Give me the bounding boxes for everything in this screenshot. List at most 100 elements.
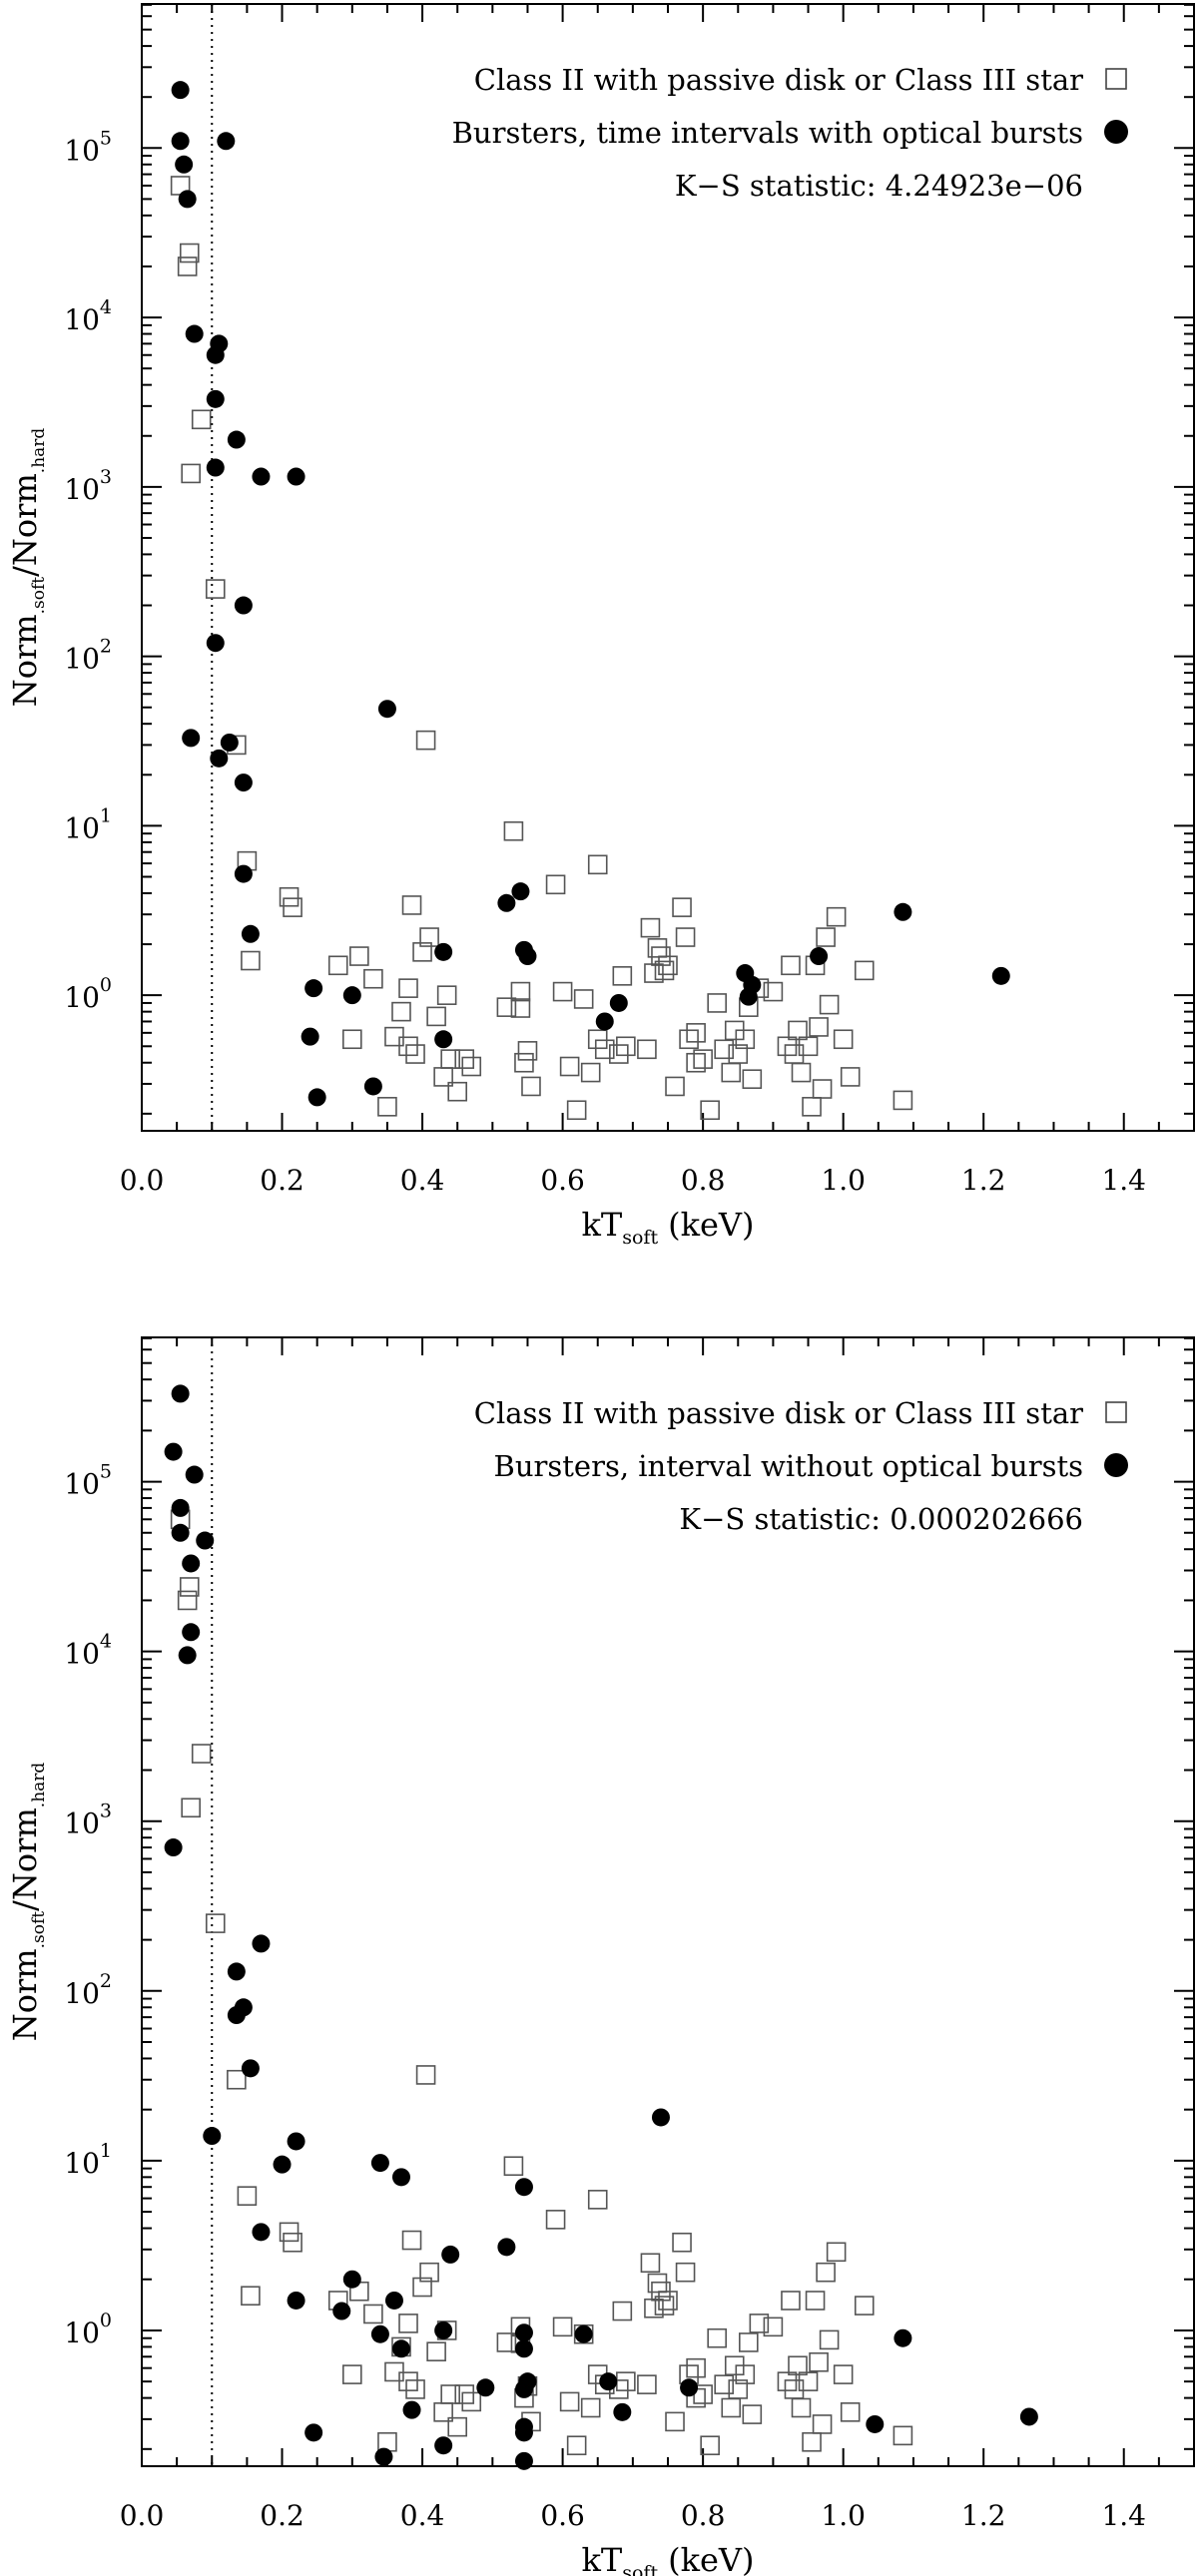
data-point-open-square bbox=[279, 886, 300, 907]
data-point-open-square bbox=[436, 985, 457, 1005]
y-tick-label: 101 bbox=[64, 2140, 112, 2180]
data-point-open-square bbox=[510, 998, 531, 1018]
data-point-open-square bbox=[440, 2384, 460, 2404]
x-tick-label: 1.2 bbox=[961, 1164, 1006, 1197]
data-point-filled-circle bbox=[210, 749, 229, 768]
data-point-open-square bbox=[349, 946, 369, 966]
y-axis-label: Norm.soft/Norm.hard bbox=[6, 1763, 49, 2042]
data-point-open-square bbox=[816, 927, 836, 947]
data-point-filled-circle bbox=[182, 1623, 201, 1642]
data-point-filled-circle bbox=[241, 2059, 260, 2078]
data-point-filled-circle bbox=[206, 458, 225, 477]
data-point-filled-circle bbox=[332, 2302, 351, 2320]
y-tick-label: 105 bbox=[64, 1461, 112, 1501]
data-point-open-square bbox=[777, 1036, 798, 1057]
data-point-filled-circle bbox=[304, 2423, 323, 2442]
data-point-filled-circle bbox=[252, 2223, 271, 2242]
x-axis-label: kTsoft (keV) bbox=[582, 1206, 755, 1249]
data-point-filled-circle bbox=[171, 1498, 190, 1517]
data-point-open-square bbox=[496, 2332, 517, 2352]
data-point-open-square bbox=[401, 2230, 422, 2251]
data-point-open-square bbox=[426, 2341, 446, 2361]
data-point-filled-circle bbox=[185, 324, 204, 343]
data-point-open-square bbox=[461, 2391, 482, 2412]
y-axis-label: Norm.soft/Norm.hard bbox=[6, 428, 49, 708]
data-point-open-square bbox=[640, 2253, 661, 2274]
data-point-open-square bbox=[587, 2190, 608, 2210]
data-point-open-square bbox=[644, 2298, 664, 2318]
data-point-open-square bbox=[566, 2435, 587, 2456]
data-point-filled-circle bbox=[234, 596, 253, 615]
data-point-filled-circle bbox=[434, 2436, 453, 2455]
data-point-filled-circle bbox=[273, 2155, 292, 2174]
data-point-filled-circle bbox=[182, 729, 201, 748]
data-point-open-square bbox=[391, 1001, 411, 1022]
data-point-open-square bbox=[791, 1062, 812, 1083]
data-point-open-square bbox=[580, 1062, 601, 1083]
legend-marker-filled-circle bbox=[1104, 1453, 1128, 1477]
data-point-filled-circle bbox=[227, 430, 246, 449]
data-point-open-square bbox=[461, 1056, 482, 1077]
data-point-open-square bbox=[566, 1100, 587, 1121]
data-point-filled-circle bbox=[252, 467, 271, 486]
scatter-panel-top: 0.0 0.2 0.4 0.6 0.8 1.0 1.2 1.4 100 101 102 103 104 1… bbox=[6, 3, 1195, 1249]
data-point-filled-circle bbox=[234, 773, 253, 792]
data-point-open-square bbox=[377, 1097, 397, 1117]
data-point-open-square bbox=[672, 2232, 692, 2253]
data-point-filled-circle bbox=[300, 1027, 319, 1046]
data-point-filled-circle bbox=[434, 1030, 453, 1049]
data-point-open-square bbox=[616, 2371, 636, 2391]
data-point-filled-circle bbox=[894, 902, 912, 921]
data-point-open-square bbox=[854, 960, 875, 981]
data-point-open-square bbox=[191, 1744, 212, 1764]
data-point-open-square bbox=[784, 1044, 805, 1064]
data-point-open-square bbox=[707, 993, 727, 1013]
data-point-open-square bbox=[819, 2329, 840, 2350]
data-point-open-square bbox=[179, 243, 200, 263]
data-point-open-square bbox=[205, 579, 226, 599]
x-tick-label: 0.6 bbox=[540, 1164, 585, 1197]
data-point-open-square bbox=[700, 2435, 720, 2456]
data-point-open-square bbox=[559, 2391, 580, 2412]
data-point-open-square bbox=[893, 2425, 913, 2446]
data-point-open-square bbox=[665, 1076, 685, 1097]
x-tick-label: 0.4 bbox=[400, 1164, 445, 1197]
data-point-open-square bbox=[840, 2402, 861, 2422]
data-point-open-square bbox=[735, 2364, 756, 2384]
data-point-open-square bbox=[644, 963, 664, 983]
data-point-open-square bbox=[612, 966, 633, 986]
data-point-open-square bbox=[580, 2397, 601, 2418]
data-point-open-square bbox=[587, 1029, 608, 1050]
data-point-open-square bbox=[707, 2327, 727, 2348]
legend-label: Bursters, time intervals with optical bu… bbox=[452, 116, 1083, 150]
data-point-open-square bbox=[447, 1081, 468, 1102]
data-point-filled-circle bbox=[518, 947, 537, 966]
data-point-open-square bbox=[454, 1049, 475, 1069]
data-point-filled-circle bbox=[434, 942, 453, 961]
data-point-open-square bbox=[241, 2286, 261, 2307]
data-point-open-square bbox=[510, 981, 531, 1002]
data-point-open-square bbox=[742, 2404, 763, 2424]
data-point-filled-circle bbox=[171, 132, 190, 151]
data-point-filled-circle bbox=[574, 2324, 593, 2343]
x-tick-label: 1.4 bbox=[1101, 2499, 1146, 2532]
data-point-filled-circle bbox=[374, 2447, 393, 2466]
data-point-open-square bbox=[341, 1029, 362, 1050]
data-point-open-square bbox=[640, 917, 661, 938]
data-point-open-square bbox=[503, 820, 524, 841]
data-point-filled-circle bbox=[1019, 2407, 1038, 2426]
data-point-filled-circle bbox=[178, 190, 197, 209]
data-point-open-square bbox=[454, 2384, 475, 2404]
data-point-open-square bbox=[181, 1798, 201, 1818]
data-point-open-square bbox=[816, 2262, 836, 2283]
data-point-open-square bbox=[398, 978, 418, 998]
data-point-open-square bbox=[521, 1076, 541, 1097]
data-point-open-square bbox=[714, 2374, 735, 2394]
data-point-open-square bbox=[781, 2291, 801, 2311]
data-point-open-square bbox=[781, 955, 801, 976]
data-point-open-square bbox=[419, 2262, 439, 2283]
data-point-open-square bbox=[179, 1577, 200, 1597]
data-point-open-square bbox=[693, 1049, 713, 1069]
data-point-open-square bbox=[802, 2431, 822, 2452]
